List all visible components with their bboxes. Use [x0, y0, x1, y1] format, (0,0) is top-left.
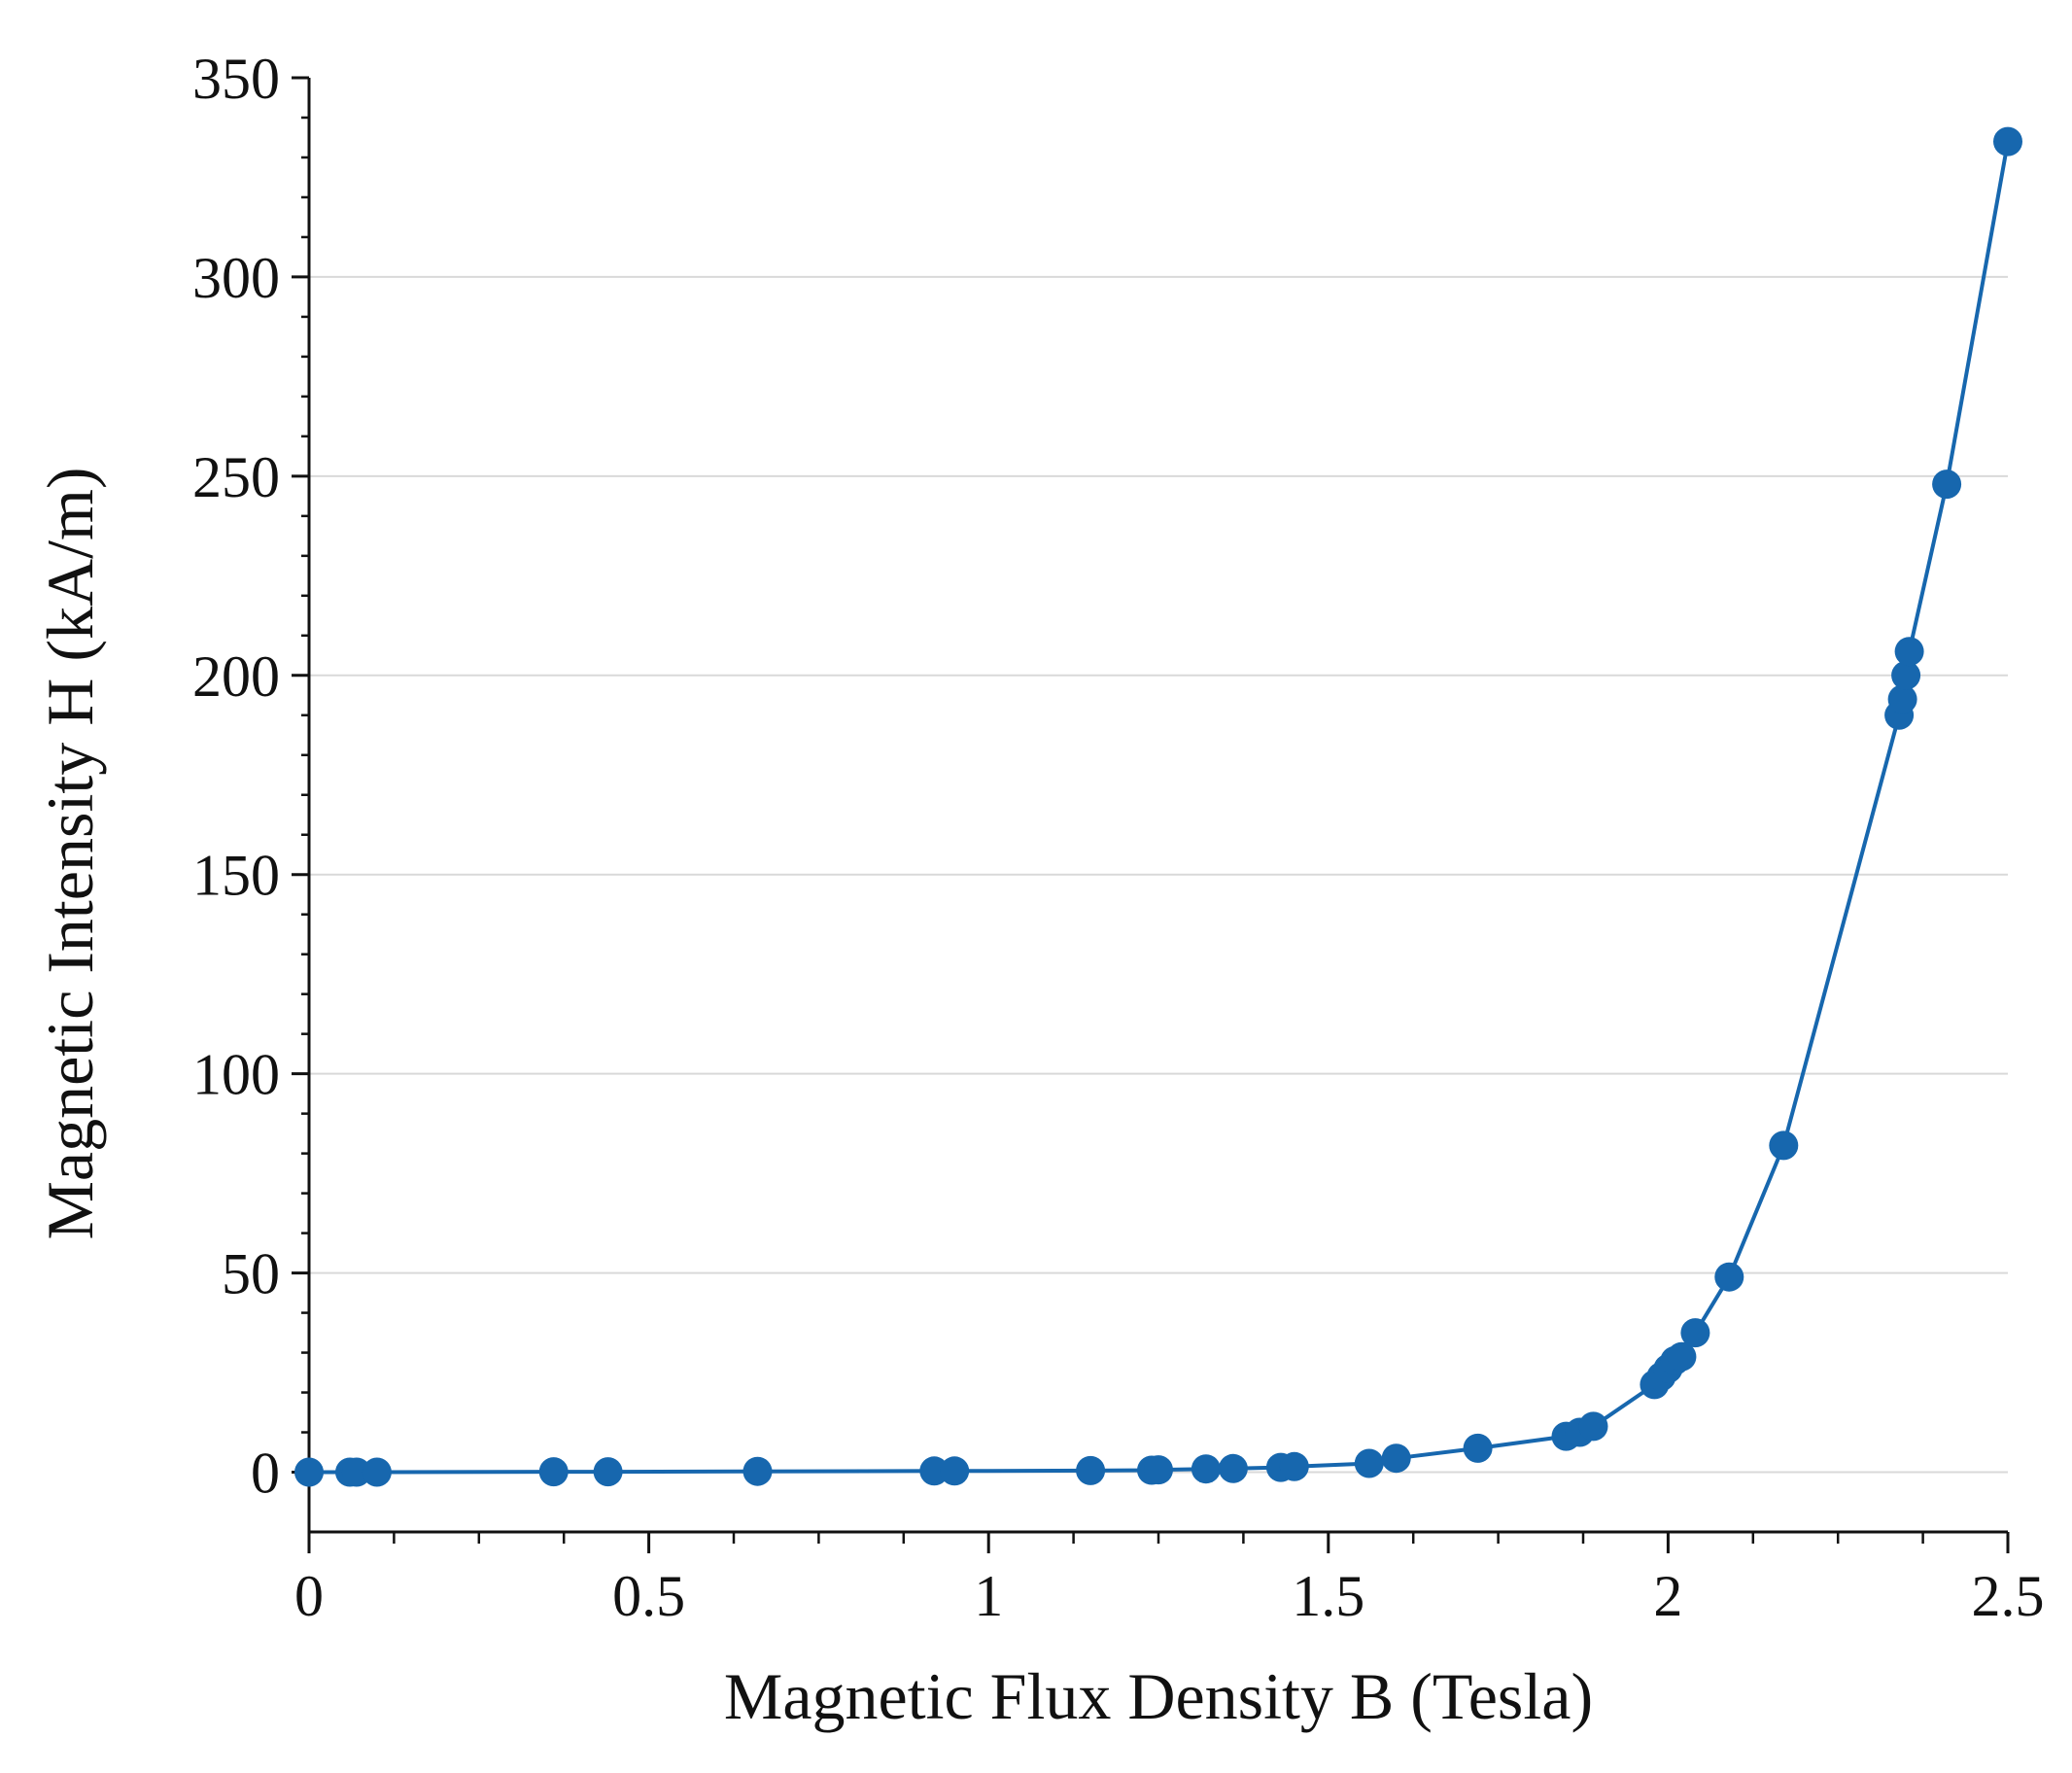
data-point	[1887, 684, 1917, 714]
data-point	[1381, 1443, 1411, 1474]
x-tick-label: 0.5	[612, 1564, 685, 1628]
data-point	[1667, 1341, 1697, 1372]
data-point	[940, 1456, 970, 1486]
y-axis-ticks: 0 50 100 150 200 250 300 350	[192, 47, 309, 1506]
data-point	[1891, 660, 1921, 690]
data-point	[1463, 1433, 1493, 1463]
data-point	[294, 1457, 324, 1487]
data-point	[1993, 126, 2022, 156]
data-point	[1076, 1455, 1106, 1485]
data-point	[1578, 1411, 1608, 1442]
y-tick-label: 350	[192, 47, 280, 111]
x-tick-label: 1.5	[1292, 1564, 1364, 1628]
y-axis-title: Magnetic Intensity H (kA/m)	[33, 467, 107, 1239]
data-point	[362, 1457, 392, 1487]
y-tick-label: 150	[192, 844, 280, 908]
data-point	[1218, 1453, 1248, 1483]
x-tick-label: 0	[294, 1564, 324, 1628]
y-tick-label: 250	[192, 445, 280, 509]
data-point	[1714, 1262, 1744, 1292]
x-axis-title: Magnetic Flux Density B (Tesla)	[724, 1659, 1593, 1733]
y-tick-label: 100	[192, 1043, 280, 1107]
data-point	[538, 1457, 569, 1487]
data-point	[742, 1456, 773, 1486]
axes	[307, 78, 2008, 1534]
data-point	[341, 1457, 371, 1487]
x-axis-ticks: 0 0.5 1 1.5 2 2.5	[294, 1532, 2045, 1628]
y-tick-label: 300	[192, 246, 280, 310]
data-point	[1279, 1451, 1309, 1481]
data-point	[1932, 469, 1962, 500]
y-tick-label: 0	[251, 1442, 280, 1506]
data-point	[593, 1457, 623, 1487]
series-line	[309, 141, 2010, 1475]
data-series	[294, 126, 2022, 1487]
data-point	[919, 1456, 950, 1486]
data-point	[1144, 1455, 1173, 1485]
x-tick-label: 1	[974, 1564, 1003, 1628]
data-point	[1769, 1130, 1799, 1161]
data-point	[1680, 1318, 1710, 1348]
x-tick-label: 2	[1653, 1564, 1682, 1628]
x-tick-label: 2.5	[1972, 1564, 2045, 1628]
data-point	[1894, 637, 1924, 667]
data-point	[1191, 1454, 1221, 1484]
y-tick-label: 200	[192, 644, 280, 709]
gridlines	[309, 275, 2008, 1474]
data-point	[1354, 1448, 1384, 1478]
y-tick-label: 50	[222, 1242, 280, 1306]
